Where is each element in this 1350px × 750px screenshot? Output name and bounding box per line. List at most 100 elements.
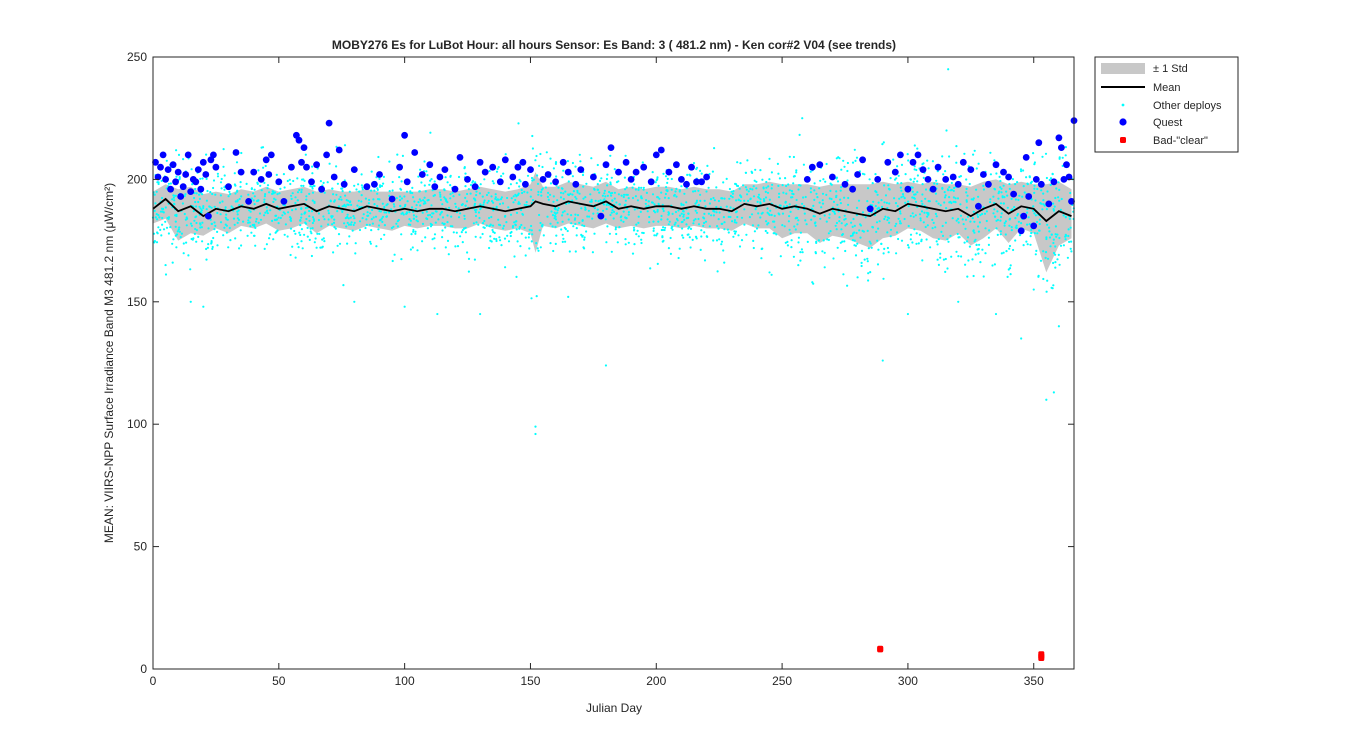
other-deploy-point — [317, 212, 320, 215]
other-deploy-point — [769, 209, 772, 212]
quest-point — [874, 176, 882, 183]
other-deploy-point — [240, 195, 243, 198]
other-deploy-point — [463, 166, 466, 169]
quest-point — [164, 166, 172, 174]
other-deploy-point — [979, 261, 982, 264]
other-deploy-point — [493, 231, 496, 234]
other-deploy-point — [726, 228, 730, 231]
other-deploy-point — [574, 165, 577, 168]
other-deploy-point — [824, 180, 827, 183]
other-deploy-point — [1003, 224, 1006, 227]
other-deploy-point — [797, 241, 800, 244]
other-deploy-point — [556, 211, 559, 214]
other-deploy-point — [530, 240, 533, 243]
other-deploy-point — [298, 231, 301, 234]
other-deploy-point — [838, 216, 841, 219]
legend-quest-swatch — [1119, 118, 1127, 126]
other-deploy-point — [847, 196, 850, 200]
other-deploy-point — [509, 234, 512, 238]
other-deploy-point — [783, 225, 786, 228]
other-deploy-point — [538, 229, 541, 232]
quest-point — [300, 144, 308, 152]
other-deploy-point — [464, 204, 467, 207]
other-deploy-point — [160, 196, 164, 200]
other-deploy-point — [205, 153, 208, 156]
other-deploy-point — [559, 191, 563, 194]
other-deploy-point — [352, 215, 355, 218]
other-deploy-point — [768, 271, 771, 274]
other-deploy-point — [259, 218, 263, 221]
other-deploy-point — [692, 219, 696, 222]
other-deploy-point — [1048, 178, 1051, 182]
other-deploy-point — [561, 240, 564, 243]
other-deploy-point — [574, 217, 577, 220]
quest-point — [647, 178, 655, 186]
other-deploy-point — [155, 241, 159, 244]
other-deploy-point — [1009, 264, 1012, 267]
other-deploy-point — [766, 207, 769, 210]
other-deploy-point — [893, 197, 896, 200]
other-deploy-point — [466, 251, 469, 254]
other-deploy-point — [637, 215, 640, 218]
other-deploy-point — [382, 182, 385, 185]
other-deploy-point — [236, 199, 239, 202]
other-deploy-point — [254, 220, 258, 223]
other-deploy-point — [792, 175, 796, 178]
other-deploy-point — [409, 190, 412, 193]
other-deploy-point — [971, 217, 974, 220]
other-deploy-point — [1054, 253, 1057, 256]
other-deploy-point — [972, 274, 975, 278]
other-deploy-point — [606, 225, 609, 228]
other-deploy-point — [342, 284, 345, 287]
other-deploy-point — [249, 225, 252, 228]
axes-background — [153, 57, 1074, 669]
other-deploy-point — [789, 210, 792, 213]
quest-point — [192, 178, 200, 186]
other-deploy-point — [321, 245, 324, 248]
other-deploy-point — [554, 242, 557, 245]
other-deploy-point — [703, 231, 706, 234]
other-deploy-point — [247, 193, 250, 196]
other-deploy-point — [185, 241, 188, 244]
quest-point — [172, 178, 180, 186]
other-deploy-point — [952, 200, 955, 203]
other-deploy-point — [327, 218, 330, 221]
other-deploy-point — [790, 246, 793, 249]
other-deploy-point — [219, 213, 222, 216]
other-deploy-point — [181, 202, 184, 205]
other-deploy-point — [753, 230, 757, 233]
other-deploy-point — [943, 201, 946, 204]
quest-point — [1058, 144, 1065, 152]
other-deploy-point — [216, 230, 219, 233]
other-deploy-point — [835, 228, 838, 231]
other-deploy-point — [586, 215, 589, 218]
other-deploy-point — [767, 222, 770, 225]
other-deploy-point — [765, 220, 768, 223]
other-deploy-point — [855, 231, 858, 235]
other-deploy-point — [989, 201, 992, 204]
other-deploy-point — [552, 200, 555, 203]
other-deploy-point — [697, 189, 700, 192]
quest-point — [489, 163, 497, 171]
other-deploy-point — [728, 197, 731, 200]
other-deploy-point — [228, 190, 231, 193]
quest-point — [577, 166, 585, 174]
other-deploy-point — [790, 239, 793, 242]
other-deploy-point — [296, 199, 299, 202]
other-deploy-point — [487, 199, 490, 203]
other-deploy-point — [633, 208, 636, 211]
other-deploy-point — [555, 175, 558, 178]
quest-point — [318, 185, 325, 193]
other-deploy-point — [169, 182, 172, 185]
other-deploy-point — [239, 229, 242, 232]
other-deploy-point — [1055, 235, 1058, 238]
other-deploy-point — [648, 221, 651, 224]
other-deploy-point — [473, 202, 477, 205]
other-deploy-point — [477, 223, 480, 226]
other-deploy-point — [360, 184, 363, 187]
other-deploy-point — [609, 154, 612, 157]
other-deploy-point — [554, 206, 557, 210]
other-deploy-point — [291, 192, 294, 195]
other-deploy-point — [247, 216, 251, 219]
other-deploy-point — [772, 232, 775, 235]
